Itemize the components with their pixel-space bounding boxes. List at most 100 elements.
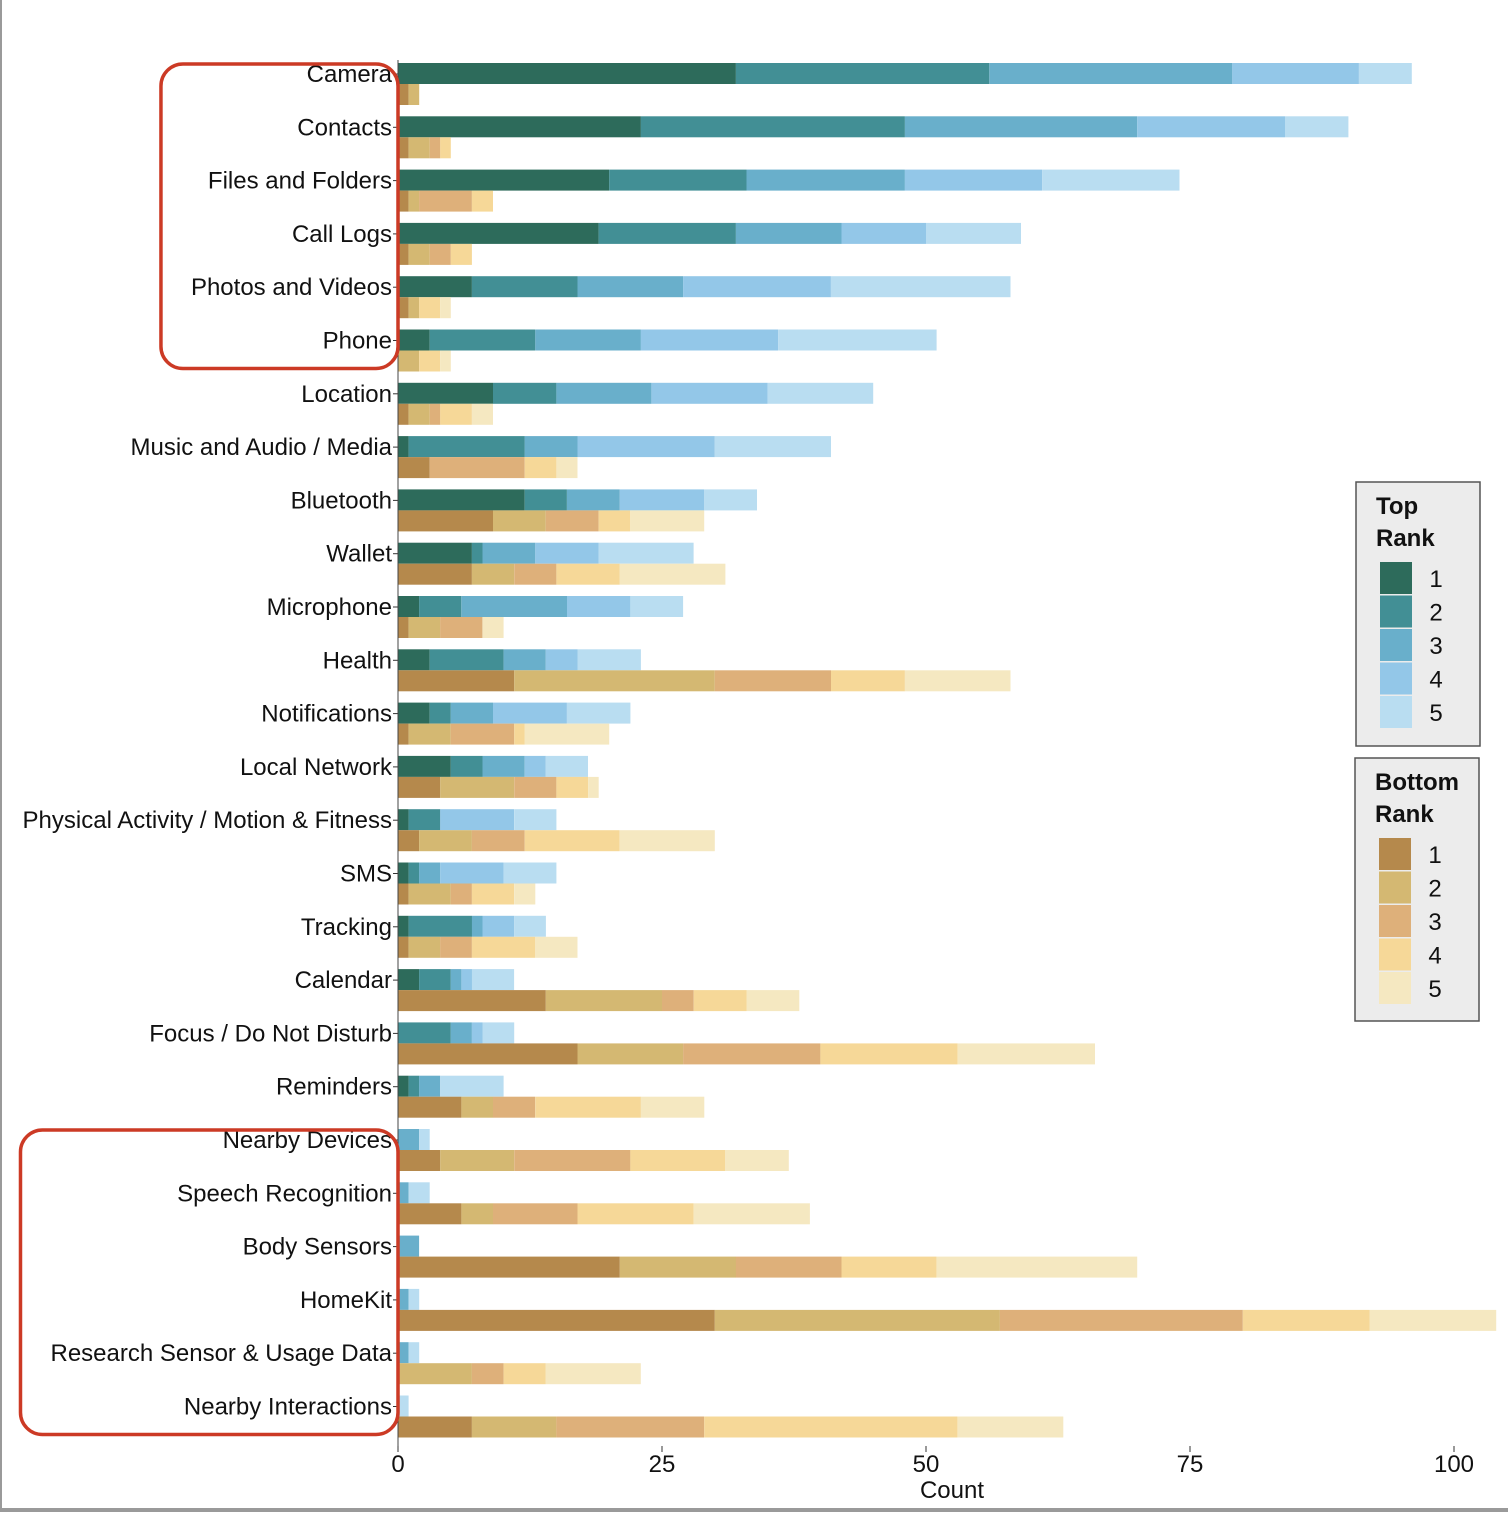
- bar-bottom-rank-4-focus-do-not-disturb: [820, 1043, 958, 1065]
- bar-top-rank-1-sms: [398, 862, 409, 884]
- y-tick-label-wallet: Wallet: [326, 541, 392, 568]
- bar-top-rank-1-call-logs: [398, 222, 599, 244]
- bar-top-rank-3-wallet: [482, 542, 536, 564]
- bar-bottom-rank-4-homekit: [1242, 1309, 1370, 1331]
- top-rank-legend-label-3: 3: [1429, 633, 1442, 660]
- bar-top-rank-2-local-network: [450, 755, 483, 777]
- bar-bottom-rank-5-health: [904, 670, 1011, 692]
- bar-bottom-rank-4-wallet: [556, 563, 620, 585]
- bar-bottom-rank-1-health: [398, 670, 515, 692]
- x-axis-title: Count: [920, 1477, 984, 1504]
- bar-bottom-rank-3-nearby-interactions: [556, 1416, 705, 1438]
- bar-bottom-rank-4-contacts: [440, 137, 451, 159]
- bar-bottom-rank-5-focus-do-not-disturb: [957, 1043, 1095, 1065]
- bar-bottom-rank-2-nearby-devices: [440, 1150, 515, 1171]
- bar-top-rank-3-call-logs: [735, 222, 842, 244]
- bar-bottom-rank-3-music-and-audio-media: [429, 457, 525, 479]
- bar-top-rank-1-tracking: [398, 915, 409, 937]
- bar-top-rank-5-reminders: [440, 1075, 504, 1097]
- bar-top-rank-3-local-network: [482, 755, 525, 777]
- image-left-border: [0, 0, 2, 1512]
- y-tick-label-physical-activity-motion-fitness: Physical Activity / Motion & Fitness: [23, 807, 392, 834]
- bar-top-rank-5-phone: [778, 329, 937, 351]
- y-tick-label-phone: Phone: [323, 328, 392, 355]
- bar-bottom-rank-2-call-logs: [408, 243, 430, 265]
- bar-top-rank-5-contacts: [1285, 116, 1349, 138]
- bar-top-rank-3-calendar: [450, 969, 462, 991]
- bar-top-rank-2-wallet: [471, 542, 483, 564]
- y-tick-label-health: Health: [323, 647, 392, 674]
- bar-bottom-rank-2-tracking: [408, 936, 441, 958]
- bar-top-rank-2-bluetooth: [524, 489, 567, 511]
- bar-top-rank-4-phone: [640, 329, 779, 351]
- bar-top-rank-1-music-and-audio-media: [398, 436, 409, 458]
- bottom-rank-legend-title-line-1: Bottom: [1375, 769, 1459, 796]
- bottom-rank-legend-label-1: 1: [1428, 842, 1441, 869]
- y-tick-label-reminders: Reminders: [276, 1074, 392, 1101]
- bar-bottom-rank-3-health: [714, 670, 831, 692]
- image-bottom-border: [0, 1508, 1508, 1512]
- bar-bottom-rank-1-camera: [398, 84, 409, 105]
- bar-top-rank-4-location: [651, 382, 768, 404]
- bar-top-rank-1-microphone: [398, 596, 420, 617]
- bar-top-rank-1-notifications: [398, 702, 430, 724]
- bar-bottom-rank-4-music-and-audio-media: [524, 457, 557, 479]
- y-tick-label-tracking: Tracking: [301, 914, 392, 941]
- bar-top-rank-4-call-logs: [841, 222, 926, 244]
- bar-bottom-rank-4-local-network: [556, 776, 589, 798]
- bar-bottom-rank-2-research-sensor-usage-data: [398, 1363, 472, 1385]
- bar-top-rank-2-focus-do-not-disturb: [398, 1022, 451, 1044]
- bar-bottom-rank-5-microphone: [482, 617, 504, 638]
- bar-bottom-rank-5-photos-and-videos: [440, 297, 451, 319]
- bar-bottom-rank-5-tracking: [535, 936, 578, 958]
- bar-bottom-rank-3-location: [429, 403, 441, 425]
- bar-bottom-rank-5-local-network: [588, 776, 599, 798]
- bar-top-rank-1-camera: [398, 63, 736, 84]
- bar-bottom-rank-1-speech-recognition: [398, 1203, 462, 1225]
- bar-bottom-rank-5-wallet: [619, 563, 726, 585]
- bar-top-rank-3-research-sensor-usage-data: [398, 1342, 409, 1364]
- bar-bottom-rank-4-photos-and-videos: [419, 297, 441, 319]
- bar-top-rank-5-photos-and-videos: [831, 276, 1011, 298]
- y-tick-label-local-network: Local Network: [240, 754, 393, 781]
- bar-bottom-rank-5-bluetooth: [630, 510, 705, 532]
- bar-bottom-rank-3-notifications: [450, 723, 515, 745]
- bar-bottom-rank-4-notifications: [514, 723, 525, 745]
- bar-bottom-rank-2-files-and-folders: [408, 190, 420, 212]
- bar-top-rank-3-camera: [989, 63, 1233, 84]
- y-tick-label-location: Location: [301, 381, 392, 408]
- bar-top-rank-5-nearby-devices: [419, 1129, 430, 1150]
- bar-bottom-rank-3-sms: [450, 883, 472, 905]
- bar-top-rank-5-bluetooth: [704, 489, 757, 511]
- bar-top-rank-4-bluetooth: [619, 489, 705, 511]
- bottom-rank-legend-swatch-5: [1379, 972, 1411, 1004]
- bar-bottom-rank-2-bluetooth: [493, 510, 546, 532]
- bar-top-rank-3-tracking: [471, 915, 483, 937]
- bar-top-rank-5-tracking: [514, 915, 546, 937]
- bar-bottom-rank-2-physical-activity-motion-fitness: [419, 830, 472, 852]
- bar-bottom-rank-1-contacts: [398, 137, 409, 159]
- bar-bottom-rank-3-reminders: [493, 1096, 536, 1118]
- y-tick-label-sms: SMS: [340, 861, 392, 888]
- bar-top-rank-3-contacts: [904, 116, 1138, 138]
- x-tick-label-50: 50: [913, 1451, 940, 1478]
- bar-top-rank-2-contacts: [640, 116, 905, 138]
- bar-top-rank-5-speech-recognition: [408, 1182, 430, 1204]
- top-rank-legend-label-2: 2: [1429, 600, 1442, 627]
- bar-top-rank-3-health: [503, 649, 546, 671]
- bar-top-rank-3-location: [556, 382, 652, 404]
- bar-top-rank-2-calendar: [419, 969, 451, 991]
- bar-bottom-rank-1-bluetooth: [398, 510, 493, 532]
- x-tick-label-100: 100: [1434, 1451, 1474, 1478]
- bar-top-rank-1-reminders: [398, 1075, 409, 1097]
- top-rank-legend-label-5: 5: [1429, 700, 1442, 727]
- bar-bottom-rank-5-body-sensors: [936, 1256, 1138, 1278]
- bar-bottom-rank-5-research-sensor-usage-data: [545, 1363, 641, 1385]
- top-rank-legend-label-1: 1: [1429, 566, 1442, 593]
- bar-bottom-rank-4-speech-recognition: [577, 1203, 694, 1225]
- bar-top-rank-2-reminders: [408, 1075, 420, 1097]
- bar-top-rank-3-reminders: [419, 1075, 441, 1097]
- bar-bottom-rank-2-phone: [398, 350, 420, 372]
- y-tick-label-files-and-folders: Files and Folders: [208, 168, 392, 195]
- y-tick-label-bluetooth: Bluetooth: [291, 487, 392, 514]
